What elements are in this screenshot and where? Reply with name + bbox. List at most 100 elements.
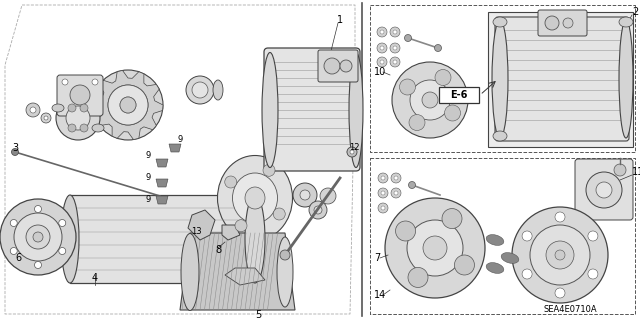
Circle shape: [80, 124, 88, 132]
Circle shape: [408, 267, 428, 287]
Circle shape: [390, 27, 400, 37]
Circle shape: [377, 57, 387, 67]
Circle shape: [116, 93, 140, 117]
Text: 13: 13: [191, 227, 202, 236]
Circle shape: [380, 46, 384, 50]
FancyBboxPatch shape: [57, 75, 103, 116]
Circle shape: [512, 207, 608, 303]
Ellipse shape: [493, 131, 507, 141]
Ellipse shape: [619, 17, 633, 27]
Text: SEA4E0710A: SEA4E0710A: [543, 306, 597, 315]
Circle shape: [555, 212, 565, 222]
Circle shape: [26, 103, 40, 117]
Polygon shape: [180, 233, 295, 310]
Circle shape: [10, 219, 17, 226]
Circle shape: [409, 115, 425, 130]
Ellipse shape: [619, 20, 633, 138]
Circle shape: [93, 70, 163, 140]
Circle shape: [273, 208, 285, 220]
Ellipse shape: [218, 155, 292, 241]
Circle shape: [394, 191, 398, 195]
Circle shape: [454, 255, 474, 275]
Ellipse shape: [492, 20, 508, 138]
Text: 9: 9: [145, 151, 150, 160]
Text: E-6: E-6: [451, 90, 468, 100]
Text: 6: 6: [15, 253, 21, 263]
Circle shape: [422, 92, 438, 108]
Circle shape: [56, 96, 100, 140]
Text: 1: 1: [337, 15, 343, 25]
Polygon shape: [169, 144, 181, 152]
Polygon shape: [93, 70, 163, 140]
Text: 9: 9: [145, 174, 150, 182]
Ellipse shape: [232, 173, 278, 223]
Circle shape: [391, 188, 401, 198]
Circle shape: [555, 288, 565, 298]
Circle shape: [380, 60, 384, 64]
Circle shape: [92, 79, 98, 85]
Circle shape: [530, 225, 590, 285]
Ellipse shape: [277, 237, 293, 307]
Circle shape: [555, 250, 565, 260]
Circle shape: [390, 43, 400, 53]
Circle shape: [396, 221, 415, 241]
Text: 9: 9: [177, 136, 182, 145]
Text: 3: 3: [12, 143, 18, 153]
Circle shape: [378, 173, 388, 183]
Circle shape: [392, 62, 468, 138]
Circle shape: [108, 85, 148, 125]
Circle shape: [435, 70, 451, 85]
Circle shape: [390, 57, 400, 67]
Circle shape: [10, 248, 17, 255]
Circle shape: [378, 188, 388, 198]
Circle shape: [68, 124, 76, 132]
Circle shape: [614, 164, 626, 176]
Circle shape: [394, 176, 398, 180]
Text: 2: 2: [632, 7, 638, 17]
Circle shape: [186, 76, 214, 104]
Circle shape: [35, 205, 42, 212]
Ellipse shape: [213, 80, 223, 100]
Circle shape: [445, 105, 461, 121]
Circle shape: [588, 231, 598, 241]
Circle shape: [30, 107, 36, 113]
Circle shape: [410, 80, 450, 120]
Circle shape: [235, 220, 247, 232]
Circle shape: [393, 46, 397, 50]
Bar: [488, 12, 633, 147]
Text: 5: 5: [255, 310, 261, 319]
Circle shape: [377, 27, 387, 37]
Circle shape: [314, 206, 322, 214]
Circle shape: [320, 188, 336, 204]
Circle shape: [192, 82, 208, 98]
Circle shape: [340, 60, 352, 72]
Circle shape: [563, 18, 573, 28]
Circle shape: [381, 206, 385, 210]
Ellipse shape: [92, 124, 104, 132]
Circle shape: [399, 79, 415, 95]
Ellipse shape: [501, 253, 519, 263]
FancyBboxPatch shape: [264, 48, 360, 171]
Text: 11: 11: [632, 167, 640, 177]
Circle shape: [381, 191, 385, 195]
Circle shape: [120, 97, 136, 113]
Circle shape: [26, 225, 50, 249]
Circle shape: [442, 209, 462, 228]
Circle shape: [293, 183, 317, 207]
Circle shape: [68, 104, 76, 112]
Circle shape: [423, 236, 447, 260]
Ellipse shape: [181, 234, 199, 310]
FancyBboxPatch shape: [439, 87, 479, 103]
Circle shape: [70, 85, 90, 105]
Circle shape: [408, 182, 415, 189]
Text: 8: 8: [215, 245, 221, 255]
Circle shape: [80, 104, 88, 112]
Circle shape: [546, 241, 574, 269]
Polygon shape: [156, 179, 168, 187]
Circle shape: [380, 30, 384, 34]
Circle shape: [33, 232, 43, 242]
Circle shape: [280, 250, 290, 260]
Text: 9: 9: [145, 196, 150, 204]
Ellipse shape: [349, 53, 363, 167]
Circle shape: [62, 79, 68, 85]
